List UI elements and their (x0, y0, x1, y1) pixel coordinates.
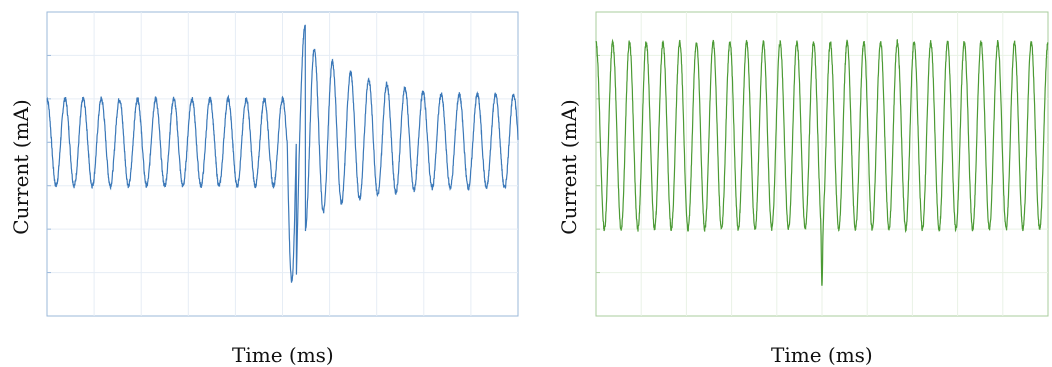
left-y-axis-label: Current (mA) (9, 99, 33, 234)
right-current-chart: Current (mA) Time (ms) (557, 11, 1049, 367)
left-current-series-line (46, 24, 519, 284)
right-current-series-line (595, 38, 1049, 286)
left-current-chart: Current (mA) Time (ms) (9, 11, 519, 367)
right-chart-panel: Current (mA) Time (ms) (526, 0, 1052, 367)
left-x-axis-label: Time (ms) (232, 343, 334, 367)
right-x-axis-label: Time (ms) (771, 343, 873, 367)
right-y-axis-label: Current (mA) (557, 99, 581, 234)
left-chart-panel: Current (mA) Time (ms) (9, 11, 519, 367)
